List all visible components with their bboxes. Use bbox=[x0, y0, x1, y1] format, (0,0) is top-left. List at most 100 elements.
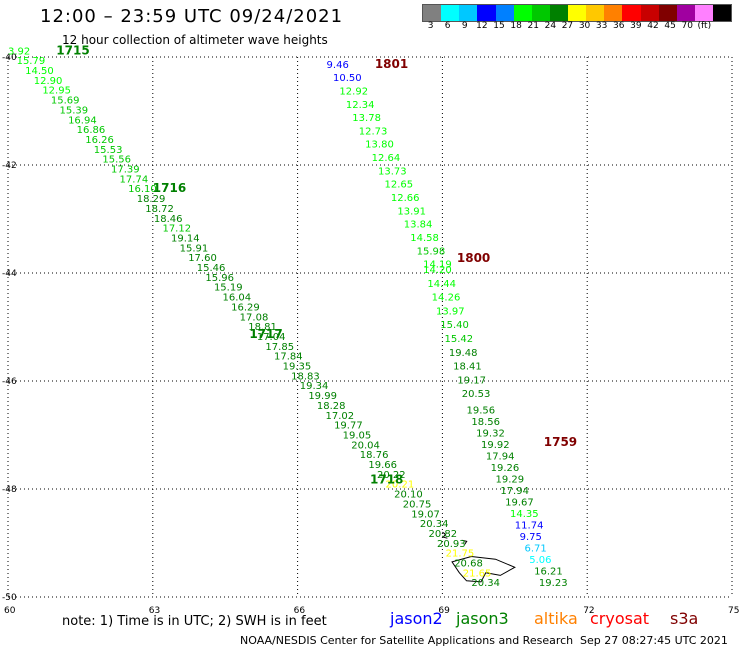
wave-height-label: 15.96 bbox=[205, 273, 234, 284]
wave-height-label: 20.21 bbox=[386, 480, 415, 491]
wave-height-label: 17.04 bbox=[257, 332, 286, 343]
wave-height-label: 20.34 bbox=[471, 578, 500, 589]
wave-height-label: 18.83 bbox=[291, 371, 320, 382]
wave-height-label: 12.34 bbox=[346, 100, 375, 111]
wave-height-label: 17.94 bbox=[486, 451, 515, 462]
x-tick-label: 63 bbox=[149, 606, 160, 616]
wave-height-label: 12.73 bbox=[359, 126, 388, 137]
wave-height-label: 15.46 bbox=[197, 263, 226, 274]
wave-height-label: 15.40 bbox=[440, 320, 469, 331]
wave-height-label: 12.66 bbox=[391, 193, 420, 204]
scale-swatch bbox=[694, 5, 713, 21]
scale-label: 30 bbox=[578, 21, 591, 31]
wave-height-label: 15.42 bbox=[445, 334, 474, 345]
wave-height-label: 17.85 bbox=[265, 342, 294, 353]
wave-height-label: 15.79 bbox=[17, 56, 46, 67]
wave-height-label: 19.67 bbox=[505, 498, 534, 509]
wave-height-label: 15.91 bbox=[180, 243, 209, 254]
wave-height-label: 20.53 bbox=[462, 389, 491, 400]
wave-height-label: 13.97 bbox=[436, 306, 465, 317]
scale-swatch bbox=[586, 5, 605, 21]
scale-swatch bbox=[676, 5, 695, 21]
pass-time-label: 1759 bbox=[544, 435, 577, 449]
color-scale-bar bbox=[422, 4, 732, 22]
wave-height-label: 16.86 bbox=[77, 125, 106, 136]
wave-height-label: 20.34 bbox=[420, 519, 449, 530]
scale-swatch bbox=[495, 5, 514, 21]
scale-label: 12 bbox=[476, 21, 488, 31]
wave-height-label: 18.29 bbox=[137, 194, 166, 205]
page-subtitle: 12 hour collection of altimeter wave hei… bbox=[62, 33, 328, 47]
wave-height-label: 16.10 bbox=[128, 184, 157, 195]
x-tick-label: 72 bbox=[583, 606, 594, 616]
wave-height-label: 21.75 bbox=[446, 549, 475, 560]
wave-height-label: 13.78 bbox=[352, 113, 381, 124]
pass-time-label: 1800 bbox=[457, 251, 490, 265]
y-tick-label: -50 bbox=[2, 593, 17, 603]
wave-height-label: 15.39 bbox=[59, 105, 88, 116]
wave-height-label: 19.56 bbox=[467, 405, 496, 416]
wave-height-label: 18.81 bbox=[248, 322, 277, 333]
scale-label: 9 bbox=[461, 21, 468, 31]
wave-height-label: 18.72 bbox=[145, 204, 174, 215]
wave-height-label: 18.56 bbox=[471, 417, 500, 428]
wave-height-label: 19.05 bbox=[343, 430, 372, 441]
wave-height-label: 17.60 bbox=[188, 253, 217, 264]
wave-height-label: 18.41 bbox=[453, 362, 482, 373]
scale-swatch bbox=[658, 5, 677, 21]
wave-height-label: 15.19 bbox=[214, 283, 243, 294]
wave-height-label: 19.35 bbox=[283, 362, 312, 373]
wave-height-label: 19.17 bbox=[457, 375, 486, 386]
scale-label: 70 bbox=[681, 21, 693, 31]
wave-height-label: 19.48 bbox=[449, 348, 478, 359]
wave-height-label: 13.73 bbox=[378, 166, 407, 177]
pass-time-label: 1718 bbox=[370, 473, 403, 487]
legend-item-altika: altika bbox=[534, 609, 578, 628]
wave-height-label: 17.08 bbox=[240, 312, 269, 323]
wave-height-label: 19.23 bbox=[539, 578, 568, 589]
wave-height-label: 12.92 bbox=[339, 86, 368, 97]
wave-height-label: 14.20 bbox=[423, 265, 452, 276]
wave-height-label: 15.56 bbox=[102, 155, 131, 166]
wave-height-label: 21.65 bbox=[463, 568, 492, 579]
wave-height-label: 17.84 bbox=[274, 352, 303, 363]
wave-height-label: 14.50 bbox=[25, 66, 54, 77]
wave-height-label: 15.98 bbox=[417, 246, 446, 257]
wave-height-label: 9.75 bbox=[520, 532, 542, 543]
wave-height-label: 6.71 bbox=[524, 544, 546, 555]
color-scale-labels: 3 6 9 12 15 18 21 24 27 30 33 36 39 42 45 70 (ft) bbox=[422, 21, 740, 31]
scale-label: 18 bbox=[510, 21, 522, 31]
scale-swatch bbox=[531, 5, 550, 21]
scale-label: 21 bbox=[527, 21, 539, 31]
wave-height-label: 19.32 bbox=[476, 428, 505, 439]
wave-height-label: 20.75 bbox=[403, 499, 432, 510]
scale-label: 6 bbox=[444, 21, 451, 31]
wave-height-label: 17.02 bbox=[325, 411, 354, 422]
wave-height-label: 20.93 bbox=[437, 539, 466, 550]
wave-height-label: 17.12 bbox=[162, 224, 191, 235]
wave-height-label: 12.64 bbox=[372, 153, 401, 164]
wave-height-label: 18.46 bbox=[154, 214, 183, 225]
wave-height-label: 17.74 bbox=[120, 174, 149, 185]
scale-label: 33 bbox=[595, 21, 608, 31]
wave-height-label: 19.29 bbox=[495, 475, 524, 486]
scale-label: 39 bbox=[630, 21, 642, 31]
wave-height-label: 17.39 bbox=[111, 165, 140, 176]
wave-height-label: 12.95 bbox=[42, 86, 71, 97]
wave-height-label: 18.76 bbox=[360, 450, 389, 461]
legend-item-jason2: jason2 bbox=[390, 609, 443, 628]
scale-label: 42 bbox=[647, 21, 659, 31]
wave-height-label: 15.69 bbox=[51, 96, 80, 107]
wave-height-label: 13.91 bbox=[397, 206, 426, 217]
wave-height-label: 20.82 bbox=[428, 529, 457, 540]
wave-height-label: 20.04 bbox=[351, 440, 380, 451]
wave-height-label: 19.34 bbox=[300, 381, 329, 392]
pass-time-label: 1715 bbox=[56, 43, 89, 57]
scale-label: 15 bbox=[493, 21, 505, 31]
wave-height-label: 16.94 bbox=[68, 115, 97, 126]
wave-height-label: 14.35 bbox=[510, 509, 539, 520]
wave-height-label: 12.90 bbox=[34, 76, 63, 87]
x-tick-label: 66 bbox=[294, 606, 306, 616]
wave-height-label: 19.26 bbox=[491, 463, 520, 474]
